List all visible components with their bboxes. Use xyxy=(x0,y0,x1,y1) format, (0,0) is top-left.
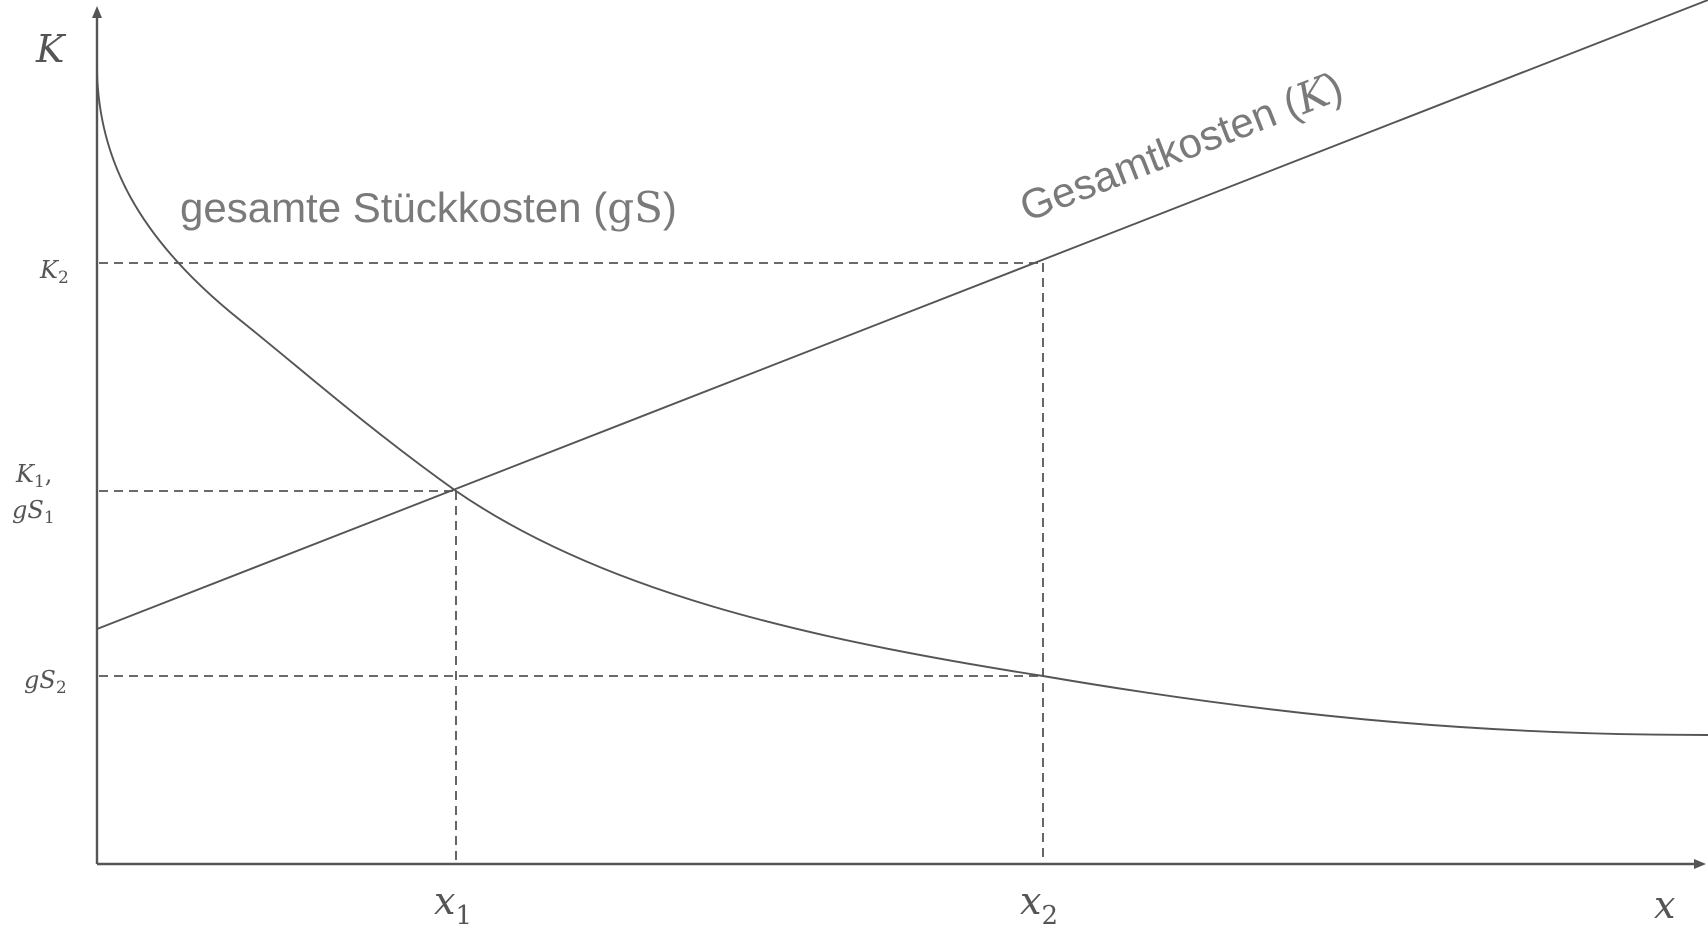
unit-cost-label: gesamte Stückkosten (gS) xyxy=(180,183,677,232)
tick-label-gs2: gS2 xyxy=(24,666,67,698)
tick-label-k2: K2 xyxy=(39,256,69,288)
x-axis-label: x xyxy=(1654,883,1675,927)
total-cost-line xyxy=(96,0,1708,630)
tick-label-x2: x2 xyxy=(1020,879,1058,930)
tick-label-x1: x1 xyxy=(434,879,472,930)
tick-label-k1: K1, xyxy=(15,460,52,492)
y-axis-label: K xyxy=(35,27,67,71)
unit-cost-curve xyxy=(96,64,1708,736)
tick-label-gs1: gS1 xyxy=(12,496,55,528)
